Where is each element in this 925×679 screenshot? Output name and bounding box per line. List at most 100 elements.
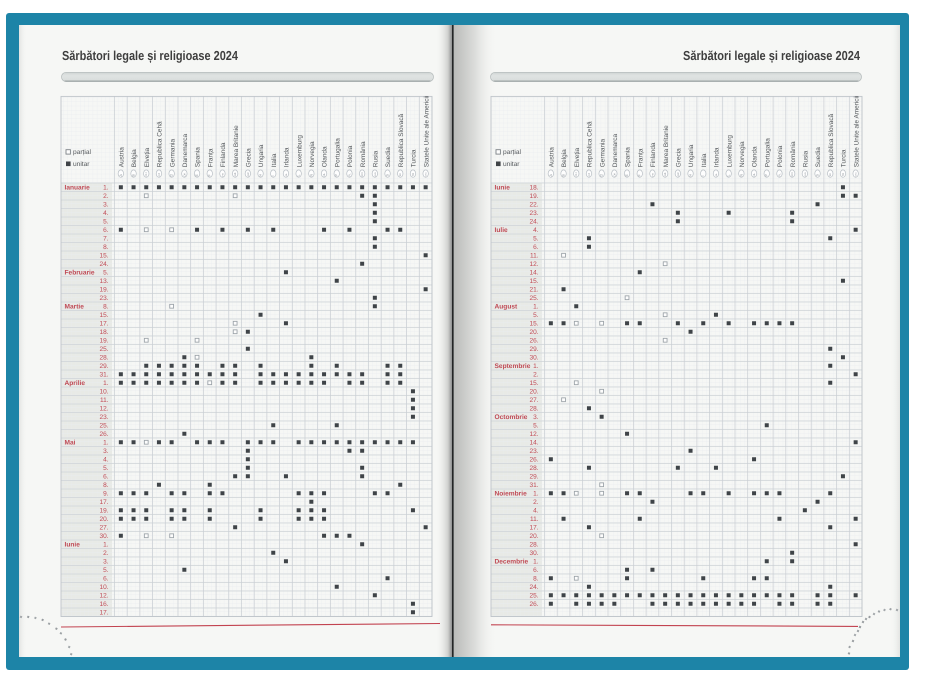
- svg-text:Portugalia: Portugalia: [764, 138, 771, 167]
- svg-text:TR: TR: [842, 173, 845, 177]
- svg-text:Grecia: Grecia: [675, 148, 682, 167]
- svg-text:6.: 6.: [103, 227, 109, 234]
- svg-text:USA: USA: [425, 172, 428, 177]
- svg-text:6.: 6.: [533, 244, 539, 251]
- svg-text:12.: 12.: [529, 261, 538, 268]
- svg-text:26.: 26.: [529, 601, 538, 608]
- svg-text:12.: 12.: [529, 431, 538, 438]
- svg-text:Belgia: Belgia: [131, 149, 138, 167]
- svg-text:1.: 1.: [533, 491, 539, 498]
- svg-text:13.: 13.: [99, 278, 108, 285]
- svg-text:Suedia: Suedia: [385, 147, 392, 167]
- svg-text:unitar: unitar: [73, 161, 90, 168]
- svg-text:30.: 30.: [99, 533, 108, 540]
- svg-text:5.: 5.: [533, 423, 539, 430]
- svg-text:Austria: Austria: [548, 147, 555, 167]
- svg-text:11.: 11.: [100, 397, 109, 404]
- svg-text:8.: 8.: [103, 482, 109, 489]
- svg-text:14.: 14.: [529, 270, 538, 277]
- svg-text:August: August: [495, 304, 519, 311]
- svg-text:GB: GB: [664, 172, 667, 176]
- svg-text:23.: 23.: [529, 448, 538, 455]
- svg-text:25.: 25.: [99, 423, 108, 430]
- svg-text:Ungaria: Ungaria: [688, 144, 695, 167]
- svg-text:1.: 1.: [533, 363, 539, 370]
- svg-text:25.: 25.: [529, 295, 538, 302]
- svg-text:25.: 25.: [99, 346, 108, 353]
- svg-text:S: S: [815, 174, 819, 177]
- svg-text:CZ: CZ: [588, 173, 591, 177]
- svg-text:12.: 12.: [99, 406, 108, 413]
- svg-text:20.: 20.: [99, 516, 108, 523]
- svg-text:Rusia: Rusia: [372, 150, 379, 167]
- svg-text:24.: 24.: [529, 584, 538, 591]
- svg-text:6.: 6.: [103, 576, 109, 583]
- svg-text:20.: 20.: [529, 389, 538, 396]
- svg-text:FIN: FIN: [221, 173, 224, 177]
- svg-text:10.: 10.: [99, 584, 108, 591]
- svg-text:F: F: [638, 174, 642, 177]
- svg-text:Ianuarie: Ianuarie: [65, 185, 91, 192]
- svg-text:28.: 28.: [529, 542, 538, 549]
- svg-text:Norvegia: Norvegia: [739, 141, 746, 167]
- svg-text:17.: 17.: [99, 499, 108, 506]
- svg-text:3.: 3.: [103, 202, 109, 209]
- svg-text:Danemarca: Danemarca: [612, 134, 619, 168]
- svg-text:5.: 5.: [103, 567, 109, 574]
- svg-text:3.: 3.: [533, 414, 539, 421]
- svg-text:4.: 4.: [533, 508, 539, 515]
- svg-text:Statele Unite ale Americii: Statele Unite ale Americii: [423, 96, 430, 168]
- svg-text:IRL: IRL: [715, 172, 718, 176]
- svg-text:Franța: Franța: [637, 148, 644, 167]
- svg-text:Germania: Germania: [599, 139, 606, 168]
- svg-text:P: P: [335, 174, 339, 177]
- svg-text:17.: 17.: [99, 610, 108, 617]
- svg-text:4.: 4.: [103, 210, 109, 217]
- svg-text:L: L: [297, 175, 301, 177]
- svg-text:19.: 19.: [529, 193, 538, 200]
- svg-text:Belgia: Belgia: [561, 149, 568, 167]
- svg-text:10.: 10.: [99, 389, 108, 396]
- svg-text:18.: 18.: [99, 329, 108, 336]
- svg-text:9.: 9.: [103, 491, 109, 498]
- svg-text:31.: 31.: [529, 482, 538, 489]
- svg-text:2.: 2.: [533, 499, 539, 506]
- svg-text:IRL: IRL: [285, 172, 288, 176]
- svg-text:S: S: [385, 174, 389, 177]
- svg-text:CH: CH: [145, 173, 148, 177]
- svg-text:NL: NL: [323, 173, 326, 177]
- svg-text:Sărbători legale și religioase: Sărbători legale și religioase 2024: [62, 48, 239, 64]
- svg-text:Elveția: Elveția: [144, 147, 151, 167]
- svg-text:USA: USA: [855, 172, 858, 177]
- svg-text:2.: 2.: [103, 550, 109, 557]
- svg-text:NL: NL: [753, 173, 756, 177]
- svg-text:15.: 15.: [99, 253, 108, 260]
- svg-text:24.: 24.: [99, 261, 108, 268]
- svg-text:7.: 7.: [103, 236, 109, 243]
- svg-text:Germania: Germania: [169, 139, 176, 168]
- svg-text:25.: 25.: [529, 593, 538, 600]
- svg-text:Iunie: Iunie: [65, 542, 81, 549]
- svg-text:Septembrie: Septembrie: [495, 363, 531, 370]
- svg-text:31.: 31.: [99, 372, 108, 379]
- svg-text:12.: 12.: [99, 593, 108, 600]
- svg-text:Februarie: Februarie: [65, 270, 95, 277]
- svg-text:Suedia: Suedia: [815, 147, 822, 167]
- svg-text:F: F: [208, 174, 212, 177]
- svg-text:Republica Slovacă: Republica Slovacă: [398, 113, 405, 167]
- svg-text:15.: 15.: [529, 278, 538, 285]
- svg-text:1.: 1.: [533, 304, 539, 311]
- svg-text:Franța: Franța: [207, 148, 214, 167]
- svg-text:1.: 1.: [103, 542, 109, 549]
- svg-text:29.: 29.: [529, 474, 538, 481]
- svg-text:20.: 20.: [529, 533, 538, 540]
- svg-text:5.: 5.: [533, 312, 539, 319]
- svg-text:19.: 19.: [99, 338, 108, 345]
- svg-text:Statele Unite ale Americii: Statele Unite ale Americii: [853, 96, 860, 168]
- svg-text:27.: 27.: [529, 397, 538, 404]
- svg-text:Iunie: Iunie: [495, 185, 511, 192]
- svg-text:1.: 1.: [103, 440, 109, 447]
- svg-text:Sărbători legale și religioase: Sărbători legale și religioase 2024: [683, 48, 861, 64]
- svg-text:24.: 24.: [529, 219, 538, 226]
- svg-text:28.: 28.: [99, 355, 108, 362]
